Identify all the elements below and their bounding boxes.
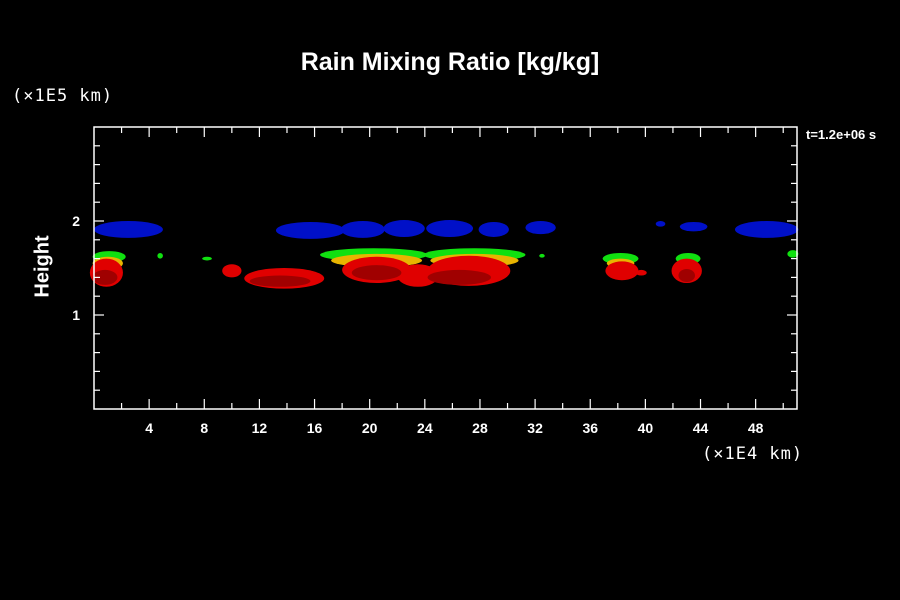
contour-darkred: [351, 265, 402, 281]
time-annotation: t=1.2e+06 s: [806, 127, 877, 142]
contour-blue: [340, 221, 385, 238]
chart-title: Rain Mixing Ratio [kg/kg]: [300, 48, 600, 76]
x-tick-label: 24: [417, 420, 433, 436]
contour-red: [635, 269, 647, 276]
contour-blue: [478, 221, 509, 237]
x-tick-label: 28: [472, 420, 488, 436]
x-tick-label: 20: [362, 420, 378, 436]
contour-red: [222, 264, 242, 278]
contour-darkred: [678, 268, 695, 283]
x-tick-label: 16: [307, 420, 323, 436]
contour-blue: [525, 221, 556, 235]
y-axis-label: Height: [31, 235, 54, 298]
contour-green: [539, 253, 545, 258]
contour-blue: [275, 221, 345, 239]
contour-red: [605, 261, 639, 281]
contour-blue: [383, 220, 425, 237]
contour-green: [157, 252, 163, 259]
contour-darkred: [249, 275, 311, 287]
x-tick-label: 32: [527, 420, 543, 436]
contour-darkred: [92, 269, 118, 285]
contour-blue: [655, 221, 666, 227]
contour-green: [787, 250, 799, 258]
y-tick-label: 1: [72, 307, 80, 323]
contour-blue: [679, 221, 708, 232]
x-tick-label: 4: [145, 420, 153, 436]
x-tick-label: 36: [582, 420, 598, 436]
x-tick-label: 8: [200, 420, 208, 436]
contour-blue: [734, 221, 799, 238]
x-tick-label: 40: [638, 420, 654, 436]
contour-blue: [94, 221, 163, 238]
x-tick-label: 12: [252, 420, 268, 436]
y-axis-unit: (×1E5 km): [12, 86, 114, 106]
x-axis-label: (×1E4 km): [702, 444, 804, 464]
x-tick-label: 48: [748, 420, 764, 436]
plot-frame: [93, 126, 798, 410]
y-tick-label: 2: [72, 213, 80, 229]
contour-darkred: [427, 269, 491, 285]
contour-green: [202, 256, 212, 261]
contour-blue: [426, 220, 474, 237]
x-tick-label: 44: [693, 420, 709, 436]
